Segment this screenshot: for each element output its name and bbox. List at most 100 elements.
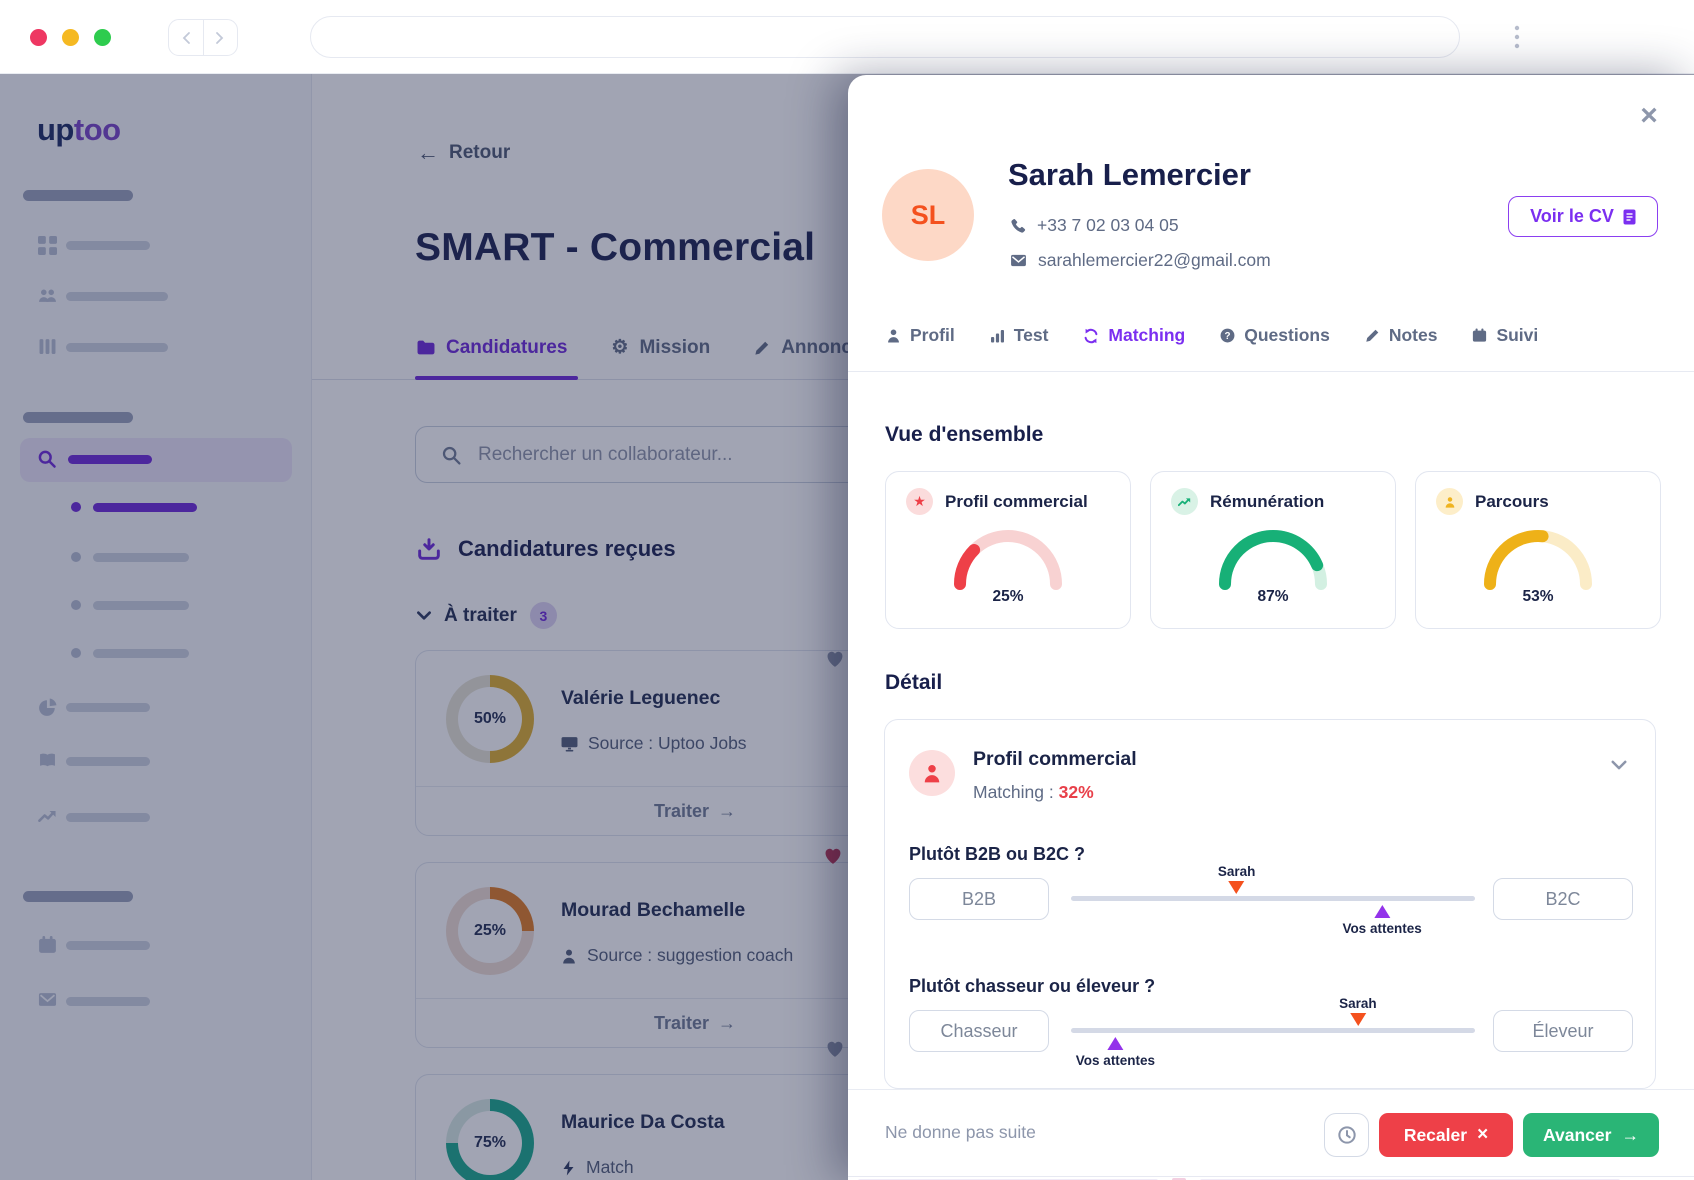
avatar: SL bbox=[882, 169, 974, 261]
person-icon bbox=[1436, 488, 1463, 515]
skeleton-line bbox=[66, 757, 150, 766]
skeleton-line bbox=[66, 292, 168, 301]
sidebar-subitem[interactable] bbox=[93, 649, 189, 658]
tab-mission[interactable]: ⚙ Mission bbox=[611, 336, 710, 359]
chevron-down-icon[interactable] bbox=[1611, 760, 1627, 770]
matching-label: Matching : bbox=[973, 782, 1054, 802]
skeleton-section-header bbox=[23, 412, 133, 423]
star-icon: ★ bbox=[906, 488, 933, 515]
candidate-name: Valérie Leguenec bbox=[561, 687, 721, 709]
option-left[interactable]: B2B bbox=[909, 878, 1049, 920]
traffic-light-close-icon[interactable] bbox=[30, 29, 47, 46]
gauge-percent: 25% bbox=[992, 588, 1024, 605]
heart-icon[interactable] bbox=[824, 648, 846, 670]
tab-candidatures[interactable]: Candidatures bbox=[417, 337, 567, 359]
team-icon[interactable] bbox=[38, 287, 57, 306]
gauge-chart bbox=[954, 530, 1062, 590]
arrow-left-icon: ← bbox=[417, 140, 439, 165]
overview-card-label: Parcours bbox=[1475, 491, 1549, 511]
heart-icon[interactable] bbox=[824, 1038, 846, 1060]
monitor-icon bbox=[561, 736, 578, 752]
option-right[interactable]: Éleveur bbox=[1493, 1010, 1633, 1052]
view-cv-button[interactable]: Voir le CV bbox=[1508, 196, 1658, 237]
tab-label: Notes bbox=[1388, 325, 1438, 345]
tab-test[interactable]: Test bbox=[990, 325, 1049, 346]
slider-question: Plutôt B2B ou B2C ? bbox=[909, 844, 1085, 864]
option-left[interactable]: Chasseur bbox=[909, 1010, 1049, 1052]
sidebar-item-active-search[interactable] bbox=[20, 438, 292, 482]
marker-label: Sarah bbox=[1217, 864, 1256, 879]
marker-label: Vos attentes bbox=[1075, 1053, 1156, 1068]
traiter-button[interactable]: Traiter → bbox=[416, 786, 974, 835]
arrow-right-icon: → bbox=[718, 1012, 737, 1033]
slider-track bbox=[1071, 1028, 1475, 1033]
back-link[interactable]: ← Retour bbox=[417, 140, 510, 166]
sidebar-subitem[interactable] bbox=[93, 553, 189, 562]
tab-suivi[interactable]: Suivi bbox=[1472, 325, 1538, 346]
traiter-label: Traiter bbox=[653, 1012, 710, 1033]
svg-text:?: ? bbox=[1225, 331, 1231, 342]
marker-label: Vos attentes bbox=[1342, 921, 1422, 936]
sidebar-subitem-active[interactable] bbox=[93, 503, 197, 512]
detail-card-profil-commercial: Profil commercial Matching : 32% Plutôt … bbox=[884, 719, 1656, 1089]
recaler-label: Recaler bbox=[1403, 1124, 1468, 1145]
tab-label: Test bbox=[1013, 325, 1049, 345]
traiter-button[interactable]: Traiter → bbox=[416, 998, 974, 1047]
grid-icon[interactable] bbox=[38, 236, 57, 255]
person-icon bbox=[886, 328, 901, 343]
sidebar-subitem[interactable] bbox=[93, 601, 189, 610]
address-bar[interactable] bbox=[310, 16, 1460, 58]
sidebar: uptoo bbox=[0, 74, 312, 1180]
trending-up-icon[interactable] bbox=[38, 808, 57, 827]
back-icon[interactable] bbox=[169, 20, 203, 55]
phone-number[interactable]: +33 7 02 03 04 05 bbox=[1037, 215, 1179, 235]
skeleton-section-header bbox=[23, 190, 133, 201]
match-donut: 75% bbox=[446, 1099, 534, 1180]
option-right[interactable]: B2C bbox=[1493, 878, 1633, 920]
group-a-traiter[interactable]: À traiter 3 bbox=[417, 602, 557, 629]
gauge-chart bbox=[1219, 530, 1327, 590]
tab-notes[interactable]: Notes bbox=[1365, 325, 1438, 346]
snooze-clock-button[interactable] bbox=[1324, 1113, 1369, 1157]
tab-profil[interactable]: Profil bbox=[886, 325, 955, 346]
phone-icon bbox=[1010, 218, 1026, 234]
traffic-light-minimize-icon[interactable] bbox=[62, 29, 79, 46]
tab-matching[interactable]: Matching bbox=[1083, 325, 1185, 346]
email-address[interactable]: sarahlemercier22@gmail.com bbox=[1038, 250, 1271, 270]
slider-question: Plutôt chasseur ou éleveur ? bbox=[909, 976, 1156, 996]
columns-icon[interactable] bbox=[38, 338, 57, 357]
group-label: À traiter bbox=[444, 604, 517, 626]
avancer-button[interactable]: Avancer → bbox=[1523, 1113, 1659, 1157]
tab-questions[interactable]: ? Questions bbox=[1220, 325, 1330, 346]
tab-label: Suivi bbox=[1496, 325, 1539, 345]
uptoo-logo: uptoo bbox=[37, 112, 121, 147]
candidate-source: Match bbox=[561, 1157, 634, 1178]
tab-label: Questions bbox=[1244, 325, 1330, 345]
dismiss-link[interactable]: Ne donne pas suite bbox=[885, 1122, 1036, 1142]
traffic-light-zoom-icon[interactable] bbox=[94, 29, 111, 46]
calendar-icon[interactable] bbox=[38, 936, 57, 955]
detail-card-title: Profil commercial bbox=[973, 748, 1137, 770]
clock-icon bbox=[1337, 1126, 1356, 1144]
close-icon[interactable]: × bbox=[1640, 99, 1658, 132]
match-donut: 50% bbox=[446, 675, 534, 763]
browser-menu-icon[interactable] bbox=[1514, 24, 1520, 50]
recaler-button[interactable]: Recaler × bbox=[1379, 1113, 1513, 1157]
trending-up-icon bbox=[1171, 488, 1198, 515]
matching-value: 32% bbox=[1058, 782, 1094, 802]
tab-annonce[interactable]: Annonce bbox=[754, 337, 862, 359]
view-cv-label: Voir le CV bbox=[1530, 206, 1614, 226]
book-icon[interactable] bbox=[38, 752, 57, 771]
overview-card-label: Rémunération bbox=[1210, 491, 1325, 511]
marker-expectations: Vos attentes bbox=[1342, 905, 1422, 936]
overview-card-label: Profil commercial bbox=[945, 491, 1088, 511]
lightning-icon bbox=[561, 1160, 576, 1176]
bullet-icon bbox=[71, 648, 81, 658]
envelope-icon[interactable] bbox=[38, 992, 57, 1011]
pie-chart-icon[interactable] bbox=[38, 698, 57, 717]
forward-icon[interactable] bbox=[202, 20, 238, 55]
candidate-name: Maurice Da Costa bbox=[561, 1111, 725, 1133]
bullet-icon bbox=[71, 552, 81, 562]
heart-filled-icon[interactable] bbox=[822, 845, 844, 867]
